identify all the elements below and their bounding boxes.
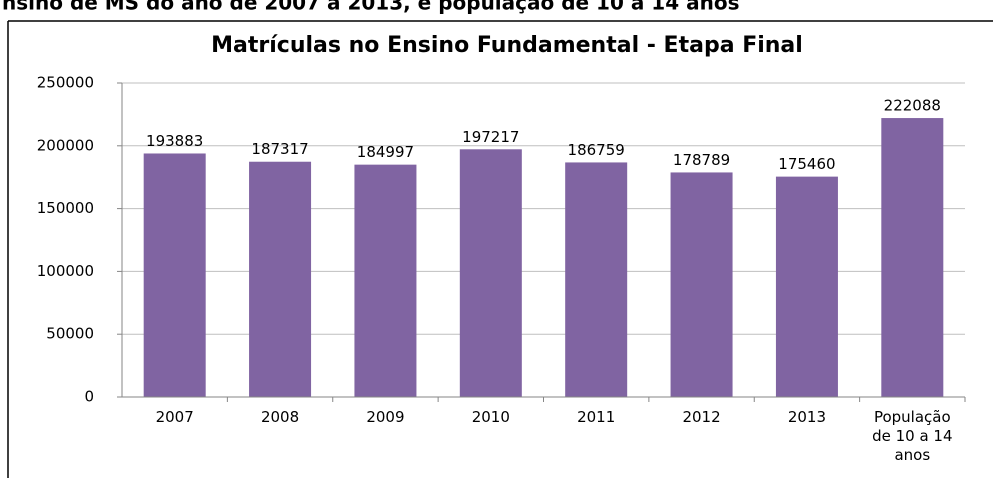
y-tick-label: 50000 [46, 325, 94, 343]
x-tick-label: 2007 [155, 408, 194, 426]
x-tick-label: 2013 [787, 408, 827, 426]
y-tick-label: 250000 [37, 74, 94, 92]
data-label: 184997 [357, 143, 414, 161]
bar [354, 164, 417, 397]
data-label: 193883 [146, 132, 203, 150]
data-label: 197217 [462, 128, 519, 146]
bar [881, 118, 944, 398]
bar [249, 161, 312, 397]
x-tick-label: 2012 [682, 408, 721, 426]
data-label: 175460 [778, 155, 835, 173]
bar [143, 153, 206, 397]
x-tick-label: 2008 [260, 408, 300, 426]
bar [670, 172, 733, 397]
x-tick-label: 2011 [577, 408, 616, 426]
y-tick-label: 100000 [37, 262, 94, 280]
data-label: 222088 [884, 97, 941, 115]
bar [775, 176, 838, 397]
data-label: 186759 [568, 141, 625, 159]
bar [459, 149, 522, 397]
y-tick-label: 150000 [37, 199, 94, 217]
y-tick-label: 0 [84, 388, 94, 406]
data-label: 178789 [673, 151, 730, 169]
x-tick-label: 2010 [471, 408, 510, 426]
x-tick-label: 2009 [366, 408, 405, 426]
bar [565, 162, 628, 397]
x-tick-label: População de 10 a 14 anos [872, 408, 953, 464]
y-tick-label: 200000 [37, 136, 94, 154]
chart-title: Matrículas no Ensino Fundamental - Etapa… [211, 33, 803, 58]
header-text: nsino de MS do ano de 2007 a 2013, e pop… [2, 0, 739, 15]
data-label: 187317 [251, 140, 308, 158]
